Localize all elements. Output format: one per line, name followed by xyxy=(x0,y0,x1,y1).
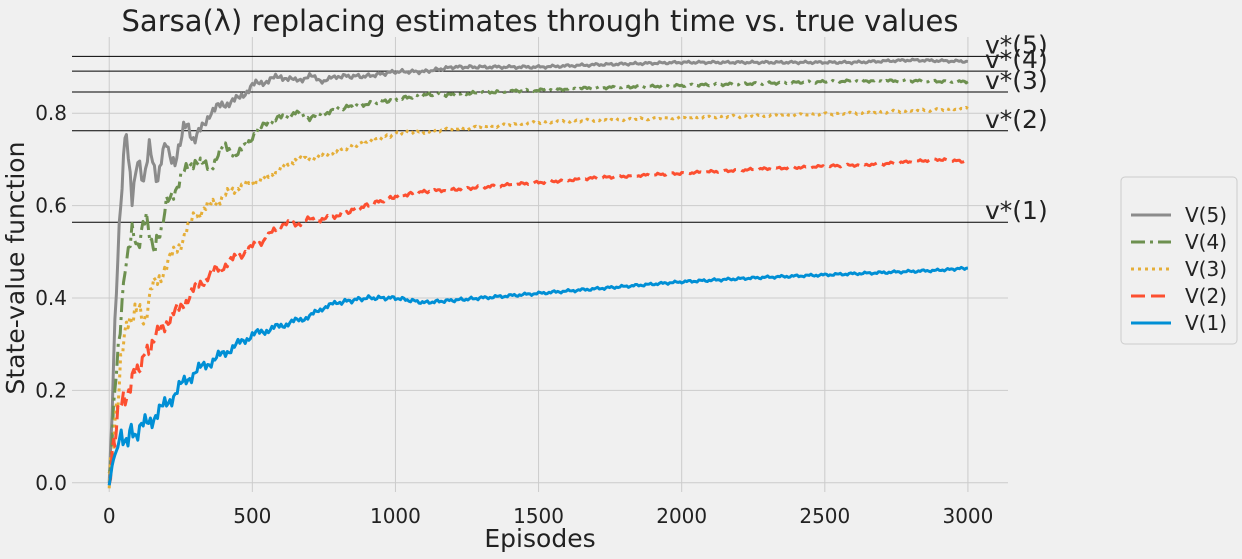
series-line xyxy=(107,78,969,474)
y-tick-label: 0.6 xyxy=(35,194,67,218)
y-tick-label: 0.0 xyxy=(35,471,67,495)
grid xyxy=(72,37,1008,492)
legend-label: V(2) xyxy=(1185,284,1227,308)
x-tick-label: 1000 xyxy=(370,504,421,528)
reference-line-label: v*(3) xyxy=(985,66,1048,95)
y-tick-label: 0.2 xyxy=(35,378,67,402)
y-tick-label: 0.8 xyxy=(35,101,67,125)
chart-title: Sarsa(λ) replacing estimates through tim… xyxy=(122,4,959,38)
legend-label: V(3) xyxy=(1185,257,1227,281)
series-line xyxy=(107,105,969,489)
y-tick-label: 0.4 xyxy=(35,286,67,310)
tick-labels: 0 500 1000 1500 2000 2500 3000 0.0 0.2 0.4 0.6 0.8 xyxy=(35,101,993,528)
legend-box xyxy=(1120,176,1238,345)
reference-lines: v*(5)v*(4)v*(3) v*(2) v*(1) xyxy=(72,30,1048,225)
x-tick-label: 2000 xyxy=(656,504,707,528)
x-tick-label: 2500 xyxy=(799,504,850,528)
series-line xyxy=(107,157,969,486)
legend-label: V(1) xyxy=(1185,311,1227,335)
legend-label: V(4) xyxy=(1185,230,1227,254)
reference-line-label: v*(2) xyxy=(985,105,1048,134)
reference-line-label: v*(4) xyxy=(985,45,1048,74)
x-tick-label: 1500 xyxy=(513,504,564,528)
legend: V(5) V(4) V(3) V(2) V(1) xyxy=(1120,176,1238,345)
reference-line-label: v*(1) xyxy=(985,196,1048,225)
x-axis-label: Episodes xyxy=(484,524,595,553)
series-line xyxy=(107,57,969,483)
legend-label: V(5) xyxy=(1185,203,1227,227)
y-axis-label: State-value function xyxy=(1,142,30,395)
series-line xyxy=(107,265,969,486)
x-tick-label: 3000 xyxy=(942,504,993,528)
series-lines xyxy=(107,57,969,489)
x-tick-label: 0 xyxy=(103,504,116,528)
reference-line-label: v*(5) xyxy=(985,30,1048,59)
x-tick-label: 500 xyxy=(233,504,271,528)
